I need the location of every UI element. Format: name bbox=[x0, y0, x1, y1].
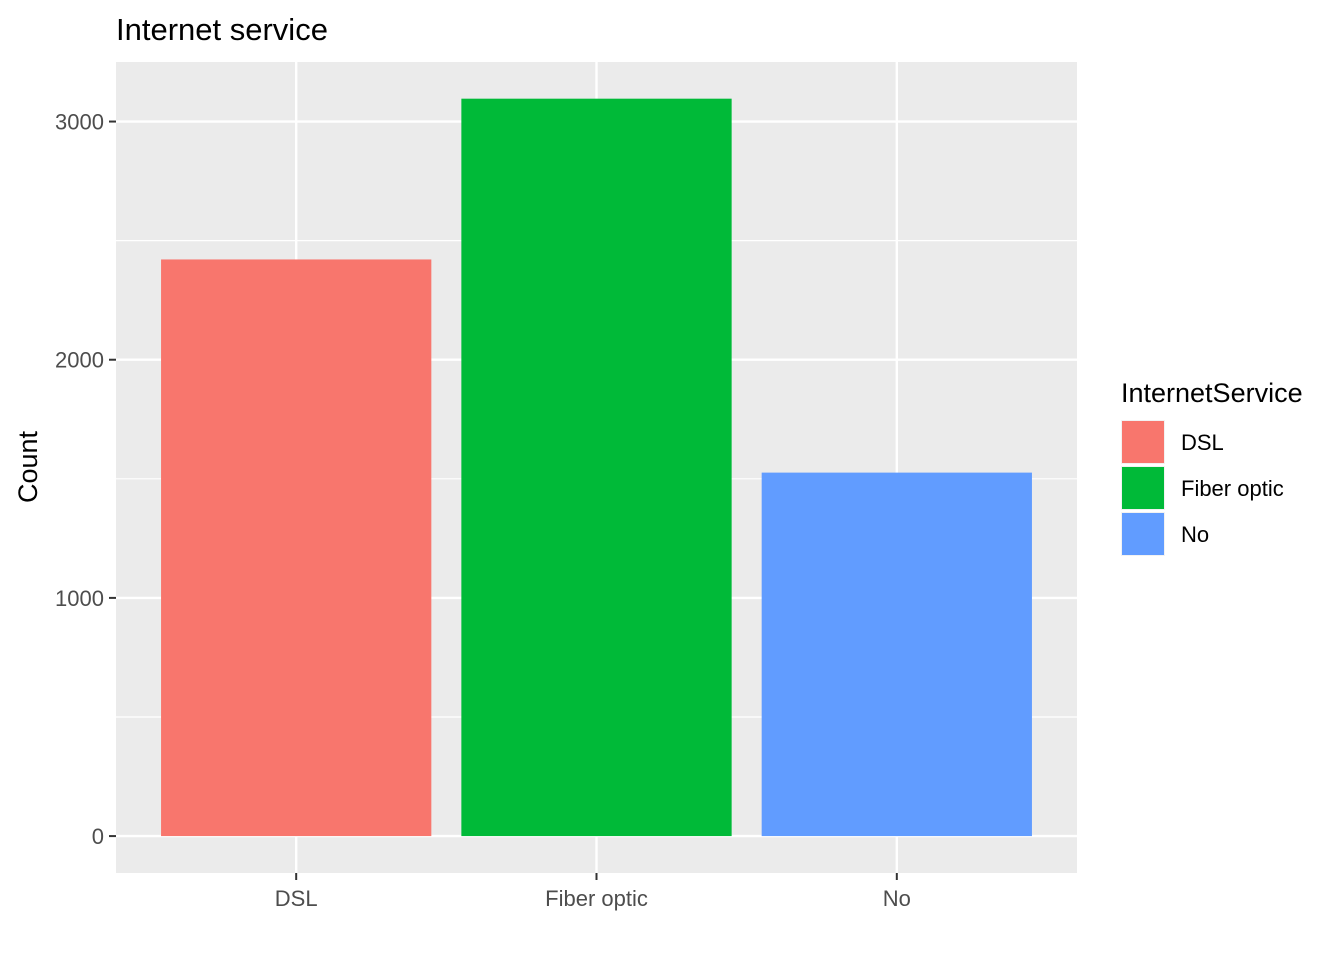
legend-title: InternetService bbox=[1121, 378, 1303, 408]
legend-swatch bbox=[1122, 421, 1164, 463]
x-tick-label: No bbox=[883, 886, 911, 911]
y-axis: 0 1000 2000 3000 bbox=[55, 110, 116, 849]
y-tick-label: 2000 bbox=[55, 348, 104, 373]
legend-label: Fiber optic bbox=[1181, 476, 1284, 501]
y-tick-label: 1000 bbox=[55, 586, 104, 611]
y-axis-title: Count bbox=[13, 430, 43, 503]
x-axis: DSL Fiber optic No bbox=[275, 873, 911, 911]
bar-fiber-optic bbox=[461, 98, 732, 837]
legend-label: DSL bbox=[1181, 430, 1224, 455]
bar-dsl bbox=[161, 259, 432, 837]
legend: InternetService DSL Fiber optic No bbox=[1121, 378, 1303, 556]
y-tick-label: 3000 bbox=[55, 110, 104, 135]
y-tick-label: 0 bbox=[92, 824, 104, 849]
chart-title: Internet service bbox=[116, 12, 328, 47]
x-tick-label: DSL bbox=[275, 886, 318, 911]
bars bbox=[161, 98, 1032, 837]
legend-swatch bbox=[1122, 467, 1164, 509]
bar-no bbox=[761, 472, 1032, 837]
legend-swatch bbox=[1122, 513, 1164, 555]
legend-label: No bbox=[1181, 522, 1209, 547]
x-tick-label: Fiber optic bbox=[545, 886, 648, 911]
